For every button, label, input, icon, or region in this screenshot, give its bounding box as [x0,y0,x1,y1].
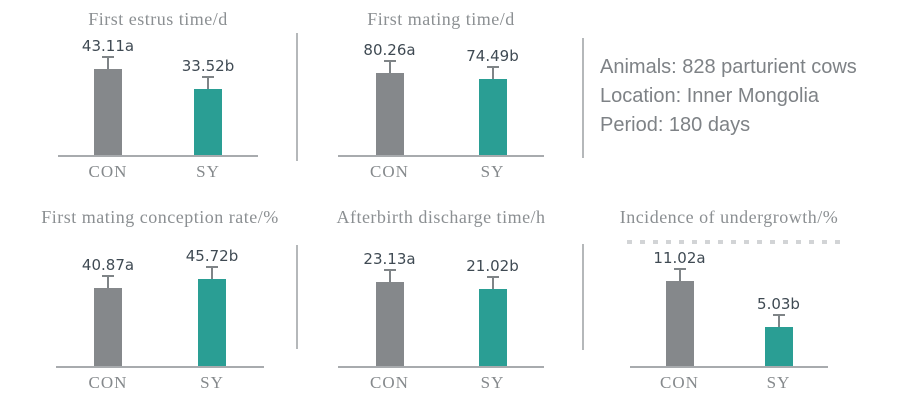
panel-divider [296,245,298,349]
bar-con [94,288,122,366]
x-axis-line [58,155,258,157]
x-axis-line [338,366,544,368]
value-label: 11.02a [653,249,706,267]
category-labels: CON SY [56,372,264,394]
error-bar [486,66,499,79]
category-labels: CON SY [338,161,544,183]
chart-first-estrus-time: First estrus time/d 43.11a 33.52b CON SY [58,8,258,185]
bar-sy [194,89,222,155]
error-bar [673,268,686,281]
chart-first-mating-conception-rate: First mating conception rate/% 40.87a 45.7… [41,206,278,396]
category-label-con: CON [88,373,128,392]
panel-divider [582,244,584,350]
bar-column: 80.26a [350,32,430,155]
info-line-location: Location: Inner Mongolia [600,85,820,107]
plot-area: 80.26a 74.49b [338,32,544,157]
bar-column: 45.72b [172,242,252,366]
value-label: 74.49b [466,47,519,65]
study-info-panel: Animals: 828 parturient cows Location: I… [600,53,857,140]
plot-area: 23.13a 21.02b [338,242,544,368]
category-label-con: CON [370,162,409,181]
erased-text-artifact [627,240,843,244]
category-labels: CON SY [338,372,544,394]
error-bar [206,266,218,279]
value-label: 33.52b [181,57,235,75]
chart-title: Incidence of undergrowth/% [619,207,839,227]
chart-title: First estrus time/d [88,9,228,29]
value-label: 5.03b [757,295,800,313]
bar-column: 74.49b [453,32,533,155]
bar-sy [478,79,507,155]
plot-area: 40.87a 45.72b [56,242,264,368]
value-label: 21.02b [466,257,519,275]
chart-first-mating-time: First mating time/d 80.26a 74.49b CON SY [338,8,544,185]
error-bar [102,56,114,69]
info-line-animals: Animals: 828 parturient cows [600,56,857,78]
value-label: 45.72b [185,247,239,265]
chart-title: Afterbirth discharge time/h [336,207,546,227]
bar-con [375,282,404,366]
value-label: 80.26a [363,41,416,59]
error-bar [202,76,214,89]
bar-sy [198,279,226,366]
category-label-con: CON [660,373,699,392]
bar-column: 43.11a [68,32,148,155]
info-line-period: Period: 180 days [600,114,751,136]
bar-con [375,73,404,155]
category-label-sy: SY [766,373,791,392]
error-bar [102,275,114,288]
category-labels: CON SY [630,372,828,394]
panel-divider [296,33,298,161]
bar-column: 5.03b [739,242,819,366]
error-bar [486,276,499,289]
chart-incidence-of-undergrowth: Incidence of undergrowth/% 11.02a 5.03b CON… [620,206,838,396]
x-axis-line [338,155,544,157]
category-labels: CON SY [58,161,258,183]
chart-afterbirth-discharge-time: Afterbirth discharge time/h 23.13a 21.02b C… [336,206,546,396]
category-label-sy: SY [200,373,224,392]
bar-column: 33.52b [168,32,248,155]
error-bar [383,60,396,73]
x-axis-line [630,366,828,368]
category-label-sy: SY [480,162,505,181]
value-label: 23.13a [363,250,416,268]
bar-con [94,69,122,155]
bar-column: 21.02b [453,242,533,366]
category-label-con: CON [370,373,409,392]
bar-sy [764,327,793,366]
error-bar [772,314,785,327]
panel-divider [582,38,584,158]
bar-column: 40.87a [68,242,148,366]
error-bar [383,269,396,282]
category-label-sy: SY [480,373,505,392]
chart-title: First mating conception rate/% [41,207,279,227]
x-axis-line [56,366,264,368]
bar-column: 11.02a [640,242,720,366]
value-label: 43.11a [81,37,135,55]
plot-area: 43.11a 33.52b [58,32,258,157]
bar-con [665,281,694,366]
bar-sy [478,289,507,366]
bar-column: 23.13a [350,242,430,366]
plot-area: 11.02a 5.03b [630,242,828,368]
category-label-con: CON [88,162,128,181]
category-label-sy: SY [196,162,220,181]
value-label: 40.87a [81,256,135,274]
chart-title: First mating time/d [367,9,515,29]
